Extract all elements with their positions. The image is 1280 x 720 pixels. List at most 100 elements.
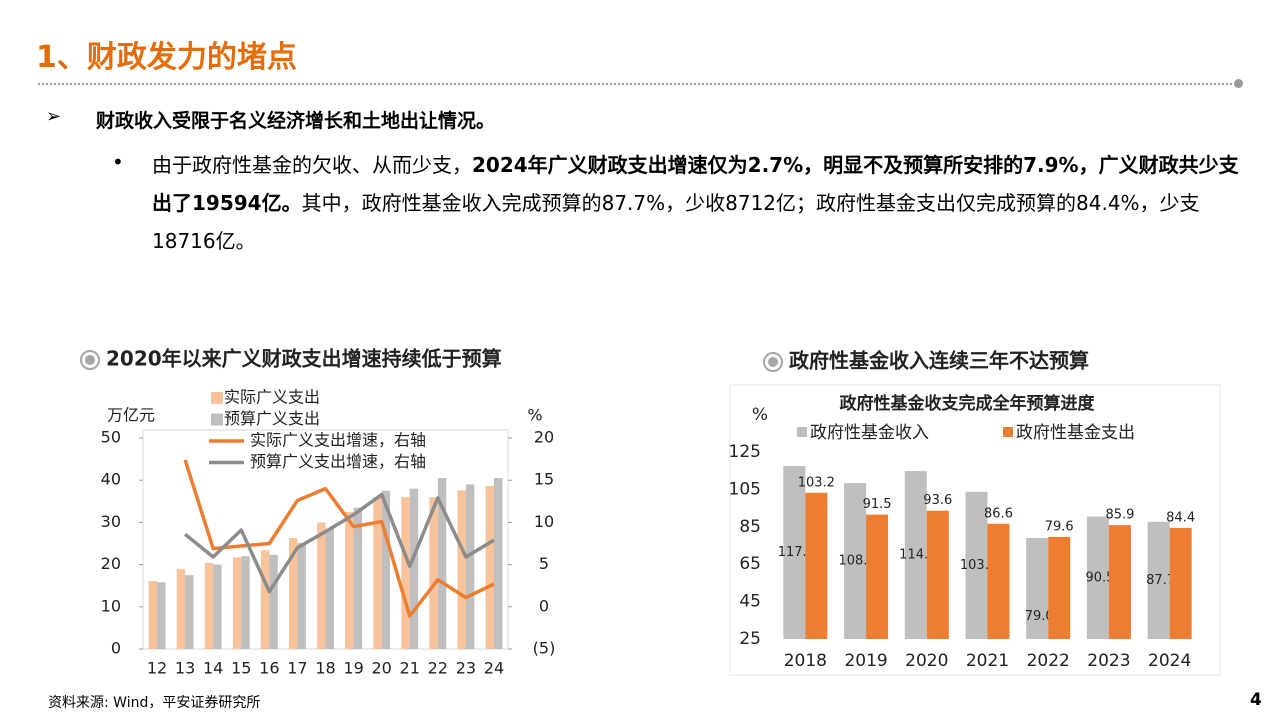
bar xyxy=(325,528,334,649)
x-tick-label: 2019 xyxy=(844,651,887,671)
value-label: 103.2 xyxy=(798,475,835,490)
slide-title: 1、财政发力的堵点 xyxy=(36,40,297,75)
x-tick-label: 16 xyxy=(259,659,279,678)
heading-icon xyxy=(768,357,778,367)
bar xyxy=(457,490,466,649)
bar xyxy=(965,491,988,639)
y2-axis-label: % xyxy=(527,406,542,425)
bar xyxy=(204,562,214,649)
value-label: 91.5 xyxy=(863,497,892,512)
y2-tick-label: 5 xyxy=(539,554,549,573)
bar xyxy=(409,488,419,649)
bar xyxy=(176,569,186,649)
heading-icon xyxy=(763,352,783,372)
page-number: 4 xyxy=(1250,690,1262,710)
value-label: 84.4 xyxy=(1166,510,1195,525)
value-label: 87.7 xyxy=(1146,573,1175,588)
bar xyxy=(783,466,806,639)
bar xyxy=(381,490,391,649)
bar xyxy=(485,486,494,649)
y-axis-label: 万亿元 xyxy=(107,406,155,425)
x-tick-label: 2021 xyxy=(966,651,1009,671)
x-tick-label: 22 xyxy=(428,659,448,678)
x-tick-label: 2020 xyxy=(905,651,948,671)
x-tick-label: 14 xyxy=(203,659,223,678)
x-tick-label: 23 xyxy=(456,659,476,678)
value-label: 86.6 xyxy=(984,506,1013,521)
text-run: 由于政府性基金的欠收、从而少支， xyxy=(152,153,472,177)
chart-title: 政府性基金收支完成全年预算进度 xyxy=(840,393,1096,414)
bar xyxy=(987,523,1010,639)
legend-label: 预算广义支出增速，右轴 xyxy=(250,452,426,471)
legend-label: 实际广义支出增速，右轴 xyxy=(250,431,426,450)
legend-label: 预算广义支出 xyxy=(224,409,320,428)
x-tick-label: 13 xyxy=(175,659,195,678)
bar xyxy=(185,575,194,649)
bar xyxy=(1048,536,1071,639)
text-run: 2024年广义财政支出增速仅为2.7%，明显不及预算所安排的7.9%，广义财政共… xyxy=(152,153,1239,215)
y-tick-label: 85 xyxy=(739,517,761,537)
x-tick-label: 15 xyxy=(231,659,251,678)
legend-label: 实际广义支出 xyxy=(224,388,320,407)
legend-swatch xyxy=(211,392,223,404)
bar xyxy=(1147,521,1170,639)
y2-tick-label: (5) xyxy=(533,639,556,658)
bar xyxy=(241,556,250,649)
bar xyxy=(866,514,889,639)
bar xyxy=(904,471,927,639)
text-run: 其中，政府性基金收入完成预算的87.7%，少收8712亿；政府性基金支出仅完成预… xyxy=(152,191,1200,253)
y2-tick-label: 15 xyxy=(534,470,554,489)
y-tick-label: 40 xyxy=(101,470,121,489)
bar xyxy=(353,507,362,649)
value-label: 93.6 xyxy=(923,493,952,508)
value-label: 79.0 xyxy=(1025,609,1054,624)
source-note: 资料来源: Wind，平安证券研究所 xyxy=(48,695,261,711)
y-tick-label: 20 xyxy=(101,554,121,573)
x-tick-label: 2018 xyxy=(784,651,827,671)
x-tick-label: 2024 xyxy=(1148,651,1191,671)
bar xyxy=(157,582,166,649)
y-tick-label: 0 xyxy=(111,639,121,658)
x-tick-label: 19 xyxy=(343,659,363,678)
line-series xyxy=(183,459,495,618)
y-tick-label: 105 xyxy=(729,479,761,499)
bullet-paragraph: 由于政府性基金的欠收、从而少支，2024年广义财政支出增速仅为2.7%，明显不及… xyxy=(152,146,1242,260)
bullet-text: 财政收入受限于名义经济增长和土地出让情况。 xyxy=(96,110,496,132)
x-tick-label: 20 xyxy=(371,659,391,678)
line-series xyxy=(184,492,495,594)
bar xyxy=(289,538,298,649)
legend-label: 政府性基金收入 xyxy=(810,423,929,443)
divider xyxy=(38,83,1236,85)
y-tick-label: 25 xyxy=(739,629,761,649)
bar xyxy=(844,483,867,639)
bullet-marker: • xyxy=(112,150,124,174)
chart-heading: 政府性基金收入连续三年不达预算 xyxy=(789,349,1089,373)
bar xyxy=(260,550,270,649)
bar xyxy=(429,497,438,649)
x-tick-label: 17 xyxy=(287,659,307,678)
bar xyxy=(805,492,828,639)
bar xyxy=(926,510,949,639)
y2-tick-label: 20 xyxy=(534,428,554,447)
y2-tick-label: 10 xyxy=(534,512,554,531)
x-tick-label: 24 xyxy=(484,659,504,678)
bar xyxy=(1026,538,1049,639)
plot-frame xyxy=(729,384,1221,676)
bar xyxy=(269,554,278,649)
y-tick-label: 50 xyxy=(101,428,121,447)
x-tick-label: 18 xyxy=(315,659,335,678)
bar xyxy=(297,543,306,649)
value-label: 79.6 xyxy=(1045,519,1074,534)
y-tick-label: 65 xyxy=(739,554,761,574)
bullet-marker: ➢ xyxy=(46,106,62,127)
bar xyxy=(401,497,410,649)
legend-swatch xyxy=(211,413,223,426)
legend-label: 政府性基金支出 xyxy=(1016,423,1135,443)
value-label: 90.5 xyxy=(1085,570,1114,585)
bar xyxy=(1086,516,1109,639)
bar xyxy=(1169,527,1192,639)
bar xyxy=(345,511,354,649)
legend-swatch xyxy=(1003,427,1013,437)
y2-tick-label: 0 xyxy=(539,596,549,615)
